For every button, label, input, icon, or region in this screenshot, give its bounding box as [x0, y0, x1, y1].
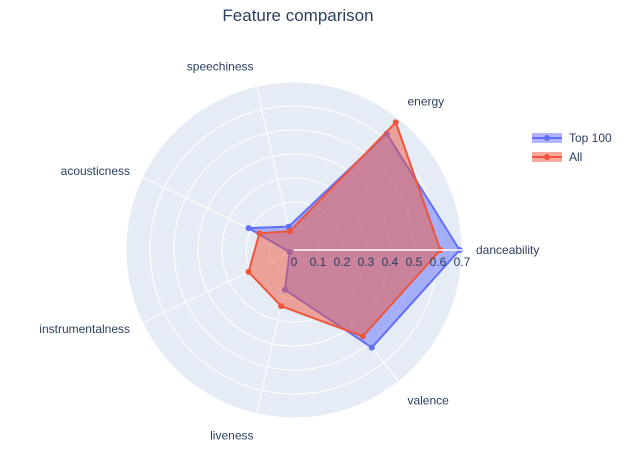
- radial-tick-label: 0: [291, 255, 298, 269]
- polar-plot: 0 0.1 0.2 0.3 0.4 0.5 0.6 0.7 danceability energy…: [39, 60, 539, 443]
- series-point[interactable]: [245, 268, 252, 275]
- radial-tick-label: 0.4: [382, 255, 399, 269]
- series-point[interactable]: [392, 119, 399, 126]
- legend-label: All: [569, 150, 582, 164]
- series-all-area[interactable]: [247, 121, 442, 338]
- legend-item-top-100[interactable]: Top 100: [532, 131, 612, 145]
- angular-grid-line: [256, 86, 295, 251]
- chart-title: Feature comparison: [222, 6, 373, 25]
- legend-item-all[interactable]: All: [532, 150, 582, 164]
- axis-label-valence: valence: [407, 393, 449, 407]
- series-point[interactable]: [285, 223, 292, 230]
- radial-tick-label: 0.5: [406, 255, 423, 269]
- axis-label-acousticness: acousticness: [61, 164, 130, 178]
- axis-label-instrumentalness: instrumentalness: [39, 322, 130, 336]
- series-point[interactable]: [245, 225, 252, 232]
- radial-tick-label: 0.1: [310, 255, 327, 269]
- legend[interactable]: Top 100 All: [532, 131, 612, 164]
- radial-tick-label: 0.7: [454, 255, 471, 269]
- legend-label: Top 100: [569, 131, 612, 145]
- series-point[interactable]: [368, 344, 375, 351]
- series-point[interactable]: [286, 228, 293, 235]
- legend-marker: [544, 135, 550, 141]
- axis-label-danceability: danceability: [476, 243, 539, 257]
- axis-label-liveness: liveness: [210, 428, 253, 442]
- radial-tick-label: 0.6: [430, 255, 447, 269]
- axis-label-energy: energy: [407, 95, 444, 109]
- radial-tick-label: 0.2: [334, 255, 351, 269]
- legend-marker: [544, 154, 550, 160]
- series-point[interactable]: [359, 333, 366, 340]
- series-point[interactable]: [278, 303, 285, 310]
- series-point[interactable]: [256, 230, 263, 237]
- axis-label-speechiness: speechiness: [187, 60, 254, 74]
- radial-tick-label: 0.3: [358, 255, 375, 269]
